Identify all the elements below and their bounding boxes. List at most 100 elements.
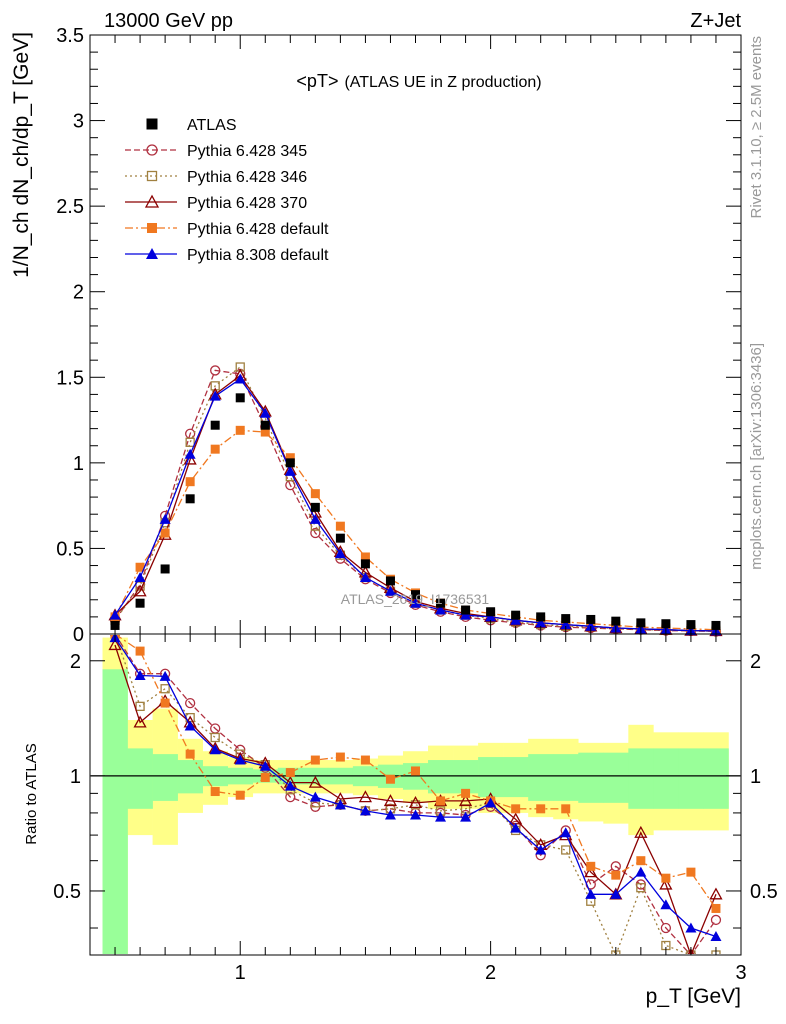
main-panel: 0 0.5 1 1.5 2 2.5 3 3.5 <pT> (ATLAS UE in Z prod… bbox=[56, 25, 742, 646]
x-axis-label: p_T [GeV] bbox=[646, 985, 741, 1008]
ratio-point-pythia-6-428-default-22 bbox=[661, 873, 671, 883]
main-title-main: <pT> bbox=[296, 71, 338, 91]
band-inner-bin bbox=[603, 752, 629, 803]
ratio-point-pythia-6-428-default-12 bbox=[411, 766, 420, 776]
ratio-point-pythia-8-308-default-5 bbox=[234, 754, 246, 765]
ratio-point-pythia-6-428-default-2 bbox=[160, 698, 170, 708]
main-point-atlas-3 bbox=[185, 494, 195, 504]
ratio-point-pythia-6-428-370-24 bbox=[709, 887, 723, 900]
ratio-point-pythia-8-308-default-1 bbox=[134, 670, 146, 681]
legend-label: Pythia 6.428 370 bbox=[187, 195, 307, 212]
main-point-atlas-13 bbox=[436, 598, 446, 608]
ratio-point-pythia-6-428-370-1 bbox=[133, 715, 147, 728]
ratio-point-pythia-8-308-default-20 bbox=[610, 888, 622, 899]
ratio-point-pythia-8-308-default-23 bbox=[685, 922, 697, 933]
main-point-atlas-4 bbox=[210, 420, 220, 430]
main-point-pythia-8-308-default-7 bbox=[284, 465, 296, 476]
band-inner-bin bbox=[578, 752, 604, 803]
main-point-pythia-8-308-default-0 bbox=[109, 609, 121, 620]
ratio-series-pythia-8-308-default bbox=[109, 635, 722, 942]
main-point-pythia-8-308-default-10 bbox=[359, 572, 371, 583]
legend-entry-pythia-6-428-default: Pythia 6.428 default bbox=[125, 221, 329, 238]
ratio-ytick-label: 1 bbox=[70, 766, 81, 788]
ratio-point-pythia-6-428-default-17 bbox=[536, 804, 546, 814]
legend-marker bbox=[146, 170, 158, 182]
main-ytick-label: 1.5 bbox=[56, 367, 84, 389]
ratio-band-inner bbox=[102, 669, 729, 954]
ratio-point-pythia-6-428-346-1 bbox=[135, 701, 145, 711]
ratio-point-pythia-6-428-370-22 bbox=[659, 877, 673, 890]
main-point-pythia-8-308-default-6 bbox=[259, 407, 271, 418]
main-point-atlas-23 bbox=[686, 620, 696, 630]
ratio-point-pythia-8-308-default-22 bbox=[660, 899, 672, 910]
legend-marker bbox=[147, 223, 157, 233]
ratio-point-pythia-6-428-370-14 bbox=[458, 794, 473, 807]
ratio-line-pythia-6-428-345 bbox=[114, 635, 717, 954]
y-axis-label: 1/N_ch dN_ch/dp_T [GeV] bbox=[10, 32, 33, 278]
ratio-point-pythia-6-428-370-10 bbox=[358, 790, 373, 803]
band-inner-bin bbox=[152, 754, 178, 801]
legend-marker bbox=[146, 248, 158, 259]
main-point-atlas-18 bbox=[561, 614, 571, 624]
band-inner-bin bbox=[653, 748, 679, 809]
main-point-atlas-24 bbox=[711, 620, 721, 630]
main-point-pythia-8-308-default-17 bbox=[535, 617, 547, 628]
main-point-pythia-6-428-default-8 bbox=[310, 489, 320, 499]
legend-marker bbox=[144, 194, 160, 208]
main-point-pythia-8-308-default-15 bbox=[485, 611, 497, 622]
main-title: <pT> (ATLAS UE in Z production) bbox=[296, 71, 541, 91]
ratio-ytick-label-right: 0.5 bbox=[750, 881, 778, 903]
ratio-point-pythia-6-428-default-19 bbox=[586, 861, 596, 871]
ratio-point-pythia-6-428-default-11 bbox=[385, 774, 395, 784]
main-point-atlas-9 bbox=[335, 533, 345, 543]
band-inner-bin bbox=[528, 754, 554, 801]
main-point-atlas-2 bbox=[160, 564, 170, 574]
ratio-point-pythia-8-308-default-11 bbox=[384, 809, 396, 820]
ratio-point-pythia-6-428-default-6 bbox=[260, 773, 270, 783]
ratio-point-pythia-6-428-default-20 bbox=[611, 870, 621, 880]
ratio-point-pythia-6-428-default-23 bbox=[686, 867, 696, 877]
ratio-point-pythia-6-428-default-3 bbox=[185, 749, 195, 759]
ratio-point-pythia-8-308-default-6 bbox=[259, 760, 271, 771]
main-point-atlas-15 bbox=[486, 607, 496, 617]
ratio-point-pythia-6-428-345-3 bbox=[185, 697, 196, 709]
legend-label: ATLAS bbox=[187, 117, 237, 134]
ratio-ytick-label-right: 1 bbox=[750, 766, 761, 788]
ratio-series-pythia-6-428-default bbox=[110, 635, 721, 913]
band-inner-bin bbox=[428, 760, 454, 794]
main-point-pythia-8-308-default-16 bbox=[510, 614, 522, 625]
main-point-pythia-6-428-default-6 bbox=[260, 427, 270, 437]
band-inner-bin bbox=[553, 754, 579, 801]
ratio-point-pythia-6-428-370-8 bbox=[308, 775, 322, 788]
ratio-panel: 0.5 0.5 1 1 2 2 bbox=[53, 633, 778, 956]
ratio-point-pythia-6-428-default-8 bbox=[310, 755, 320, 765]
mcplots-label: mcplots.cern.ch [arXiv:1306:3436] bbox=[748, 343, 765, 570]
main-point-pythia-8-308-default-2 bbox=[159, 513, 171, 524]
main-point-pythia-8-308-default-8 bbox=[309, 513, 321, 524]
ratio-point-pythia-6-428-default-10 bbox=[360, 755, 370, 765]
x-tick-label: 1 bbox=[235, 962, 246, 984]
ratio-point-pythia-6-428-346-21 bbox=[636, 883, 646, 893]
legend-marker bbox=[146, 144, 158, 156]
main-ytick-label: 1 bbox=[73, 453, 84, 475]
main-line-pythia-6-428-346 bbox=[114, 366, 717, 632]
watermark: ATLAS_2019_I1736531 bbox=[341, 591, 490, 607]
main-point-pythia-6-428-default-4 bbox=[210, 444, 220, 454]
ratio-point-pythia-8-308-default-7 bbox=[284, 780, 296, 791]
main-point-pythia-8-308-default-13 bbox=[435, 604, 447, 615]
ratio-point-pythia-8-308-default-16 bbox=[510, 822, 522, 833]
ratio-point-pythia-6-428-370-12 bbox=[408, 796, 423, 809]
main-point-atlas-19 bbox=[586, 614, 596, 624]
main-point-atlas-14 bbox=[461, 605, 471, 615]
ratio-point-pythia-6-428-default-13 bbox=[436, 796, 446, 806]
legend-entry-pythia-8-308-default: Pythia 8.308 default bbox=[125, 247, 329, 264]
main-point-pythia-6-428-default-10 bbox=[360, 552, 370, 562]
main-title-sub: (ATLAS UE in Z production) bbox=[344, 74, 541, 91]
ratio-point-pythia-8-308-default-14 bbox=[460, 811, 472, 822]
legend-label: Pythia 6.428 345 bbox=[187, 143, 307, 160]
main-point-pythia-8-308-default-5 bbox=[234, 373, 246, 384]
ratio-point-pythia-8-308-default-21 bbox=[635, 866, 647, 877]
ratio-point-pythia-8-308-default-9 bbox=[334, 799, 346, 810]
ratio-point-pythia-8-308-default-15 bbox=[485, 797, 497, 808]
